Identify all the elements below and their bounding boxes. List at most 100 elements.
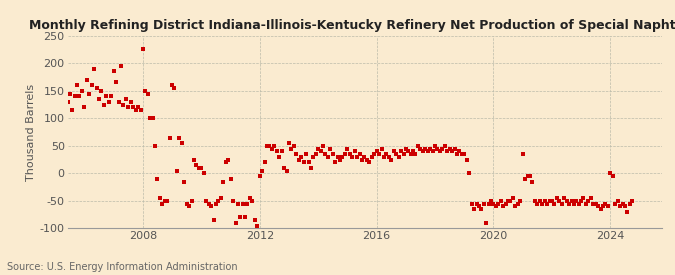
Point bbox=[510, 204, 521, 208]
Point bbox=[332, 155, 343, 159]
Point bbox=[379, 155, 389, 159]
Point bbox=[62, 100, 73, 104]
Point bbox=[344, 152, 355, 156]
Point bbox=[147, 116, 158, 120]
Point bbox=[373, 152, 384, 156]
Point bbox=[215, 196, 226, 200]
Point bbox=[364, 160, 375, 164]
Point bbox=[534, 199, 545, 203]
Point bbox=[184, 204, 194, 208]
Point bbox=[391, 152, 402, 156]
Point bbox=[551, 196, 562, 200]
Point bbox=[576, 199, 587, 203]
Point bbox=[194, 166, 205, 170]
Point bbox=[417, 149, 428, 153]
Point bbox=[308, 155, 319, 159]
Point bbox=[300, 152, 311, 156]
Point bbox=[70, 94, 80, 98]
Point bbox=[439, 144, 450, 148]
Point bbox=[342, 146, 353, 151]
Point bbox=[138, 47, 148, 52]
Point bbox=[99, 102, 109, 107]
Point bbox=[223, 157, 234, 162]
Point bbox=[225, 177, 236, 181]
Point bbox=[468, 207, 479, 211]
Point bbox=[615, 204, 626, 208]
Point bbox=[232, 201, 243, 206]
Point bbox=[235, 215, 246, 219]
Point bbox=[67, 108, 78, 112]
Point bbox=[603, 204, 614, 208]
Point bbox=[230, 221, 241, 225]
Point bbox=[55, 86, 65, 90]
Point bbox=[450, 146, 460, 151]
Point bbox=[291, 152, 302, 156]
Point bbox=[527, 179, 538, 184]
Point bbox=[547, 199, 558, 203]
Point bbox=[162, 199, 173, 203]
Point bbox=[464, 171, 475, 175]
Point bbox=[442, 149, 453, 153]
Point bbox=[349, 149, 360, 153]
Point bbox=[165, 135, 176, 140]
Text: Source: U.S. Energy Information Administration: Source: U.S. Energy Information Administ… bbox=[7, 262, 238, 272]
Point bbox=[220, 160, 231, 164]
Point bbox=[337, 155, 348, 159]
Point bbox=[522, 174, 533, 178]
Point bbox=[415, 146, 426, 151]
Point bbox=[568, 201, 579, 206]
Point bbox=[201, 199, 212, 203]
Point bbox=[74, 94, 85, 98]
Point bbox=[274, 155, 285, 159]
Point bbox=[512, 201, 523, 206]
Point bbox=[398, 152, 409, 156]
Point bbox=[427, 149, 438, 153]
Point bbox=[286, 146, 297, 151]
Point bbox=[115, 64, 126, 68]
Point bbox=[520, 177, 531, 181]
Point bbox=[479, 201, 489, 206]
Point bbox=[77, 89, 88, 93]
Point bbox=[500, 201, 511, 206]
Point bbox=[515, 199, 526, 203]
Point bbox=[293, 157, 304, 162]
Point bbox=[303, 160, 314, 164]
Point bbox=[335, 157, 346, 162]
Point bbox=[473, 204, 484, 208]
Point bbox=[588, 201, 599, 206]
Point bbox=[593, 204, 603, 208]
Point bbox=[271, 149, 282, 153]
Point bbox=[140, 89, 151, 93]
Point bbox=[264, 144, 275, 148]
Point bbox=[296, 155, 306, 159]
Point bbox=[182, 201, 192, 206]
Point bbox=[461, 157, 472, 162]
Point bbox=[544, 199, 555, 203]
Point bbox=[559, 196, 570, 200]
Point bbox=[169, 86, 180, 90]
Point bbox=[347, 155, 358, 159]
Point bbox=[88, 67, 99, 71]
Point bbox=[541, 201, 552, 206]
Point bbox=[591, 201, 601, 206]
Point bbox=[84, 91, 95, 96]
Point bbox=[52, 97, 63, 101]
Point bbox=[211, 201, 221, 206]
Point bbox=[595, 207, 606, 211]
Point bbox=[505, 199, 516, 203]
Point bbox=[310, 152, 321, 156]
Point bbox=[318, 144, 329, 148]
Point bbox=[186, 199, 197, 203]
Point bbox=[121, 97, 132, 101]
Point bbox=[406, 152, 416, 156]
Point bbox=[94, 97, 105, 101]
Point bbox=[388, 149, 399, 153]
Point bbox=[539, 199, 550, 203]
Point bbox=[537, 201, 547, 206]
Point bbox=[167, 83, 178, 87]
Point bbox=[327, 152, 338, 156]
Point bbox=[329, 160, 340, 164]
Point bbox=[179, 179, 190, 184]
Point bbox=[503, 199, 514, 203]
Point bbox=[564, 201, 574, 206]
